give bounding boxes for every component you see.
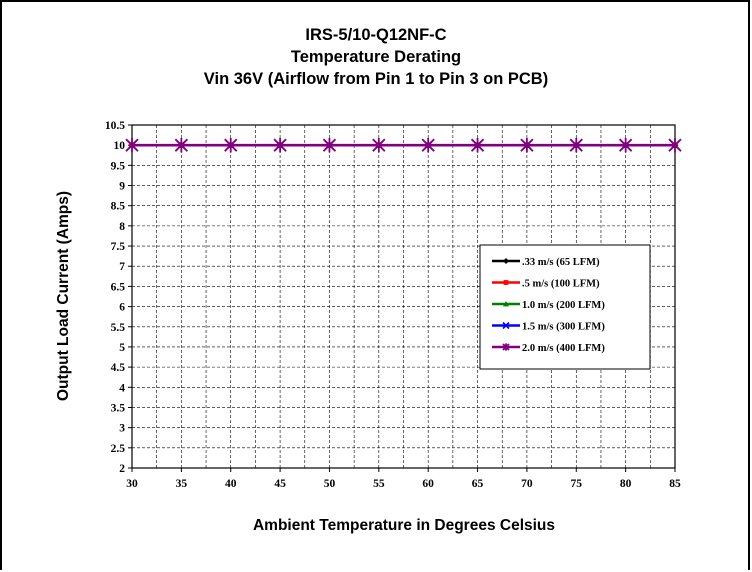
data-point-marker [470,137,485,153]
y-tick-label: 7 [119,261,125,273]
y-tick-label: 5 [119,342,125,354]
data-point-marker [618,137,633,153]
y-tick-label: 2 [119,463,125,475]
data-point-marker [322,137,337,153]
x-tick-label: 45 [274,478,286,490]
x-tick-label: 75 [571,478,583,490]
x-tick-label: 60 [422,478,434,490]
y-tick-label: 9 [119,181,125,193]
chart-title-line-3: Vin 36V (Airflow from Pin 1 to Pin 3 on … [203,70,549,88]
plot-area-border [131,124,676,469]
data-point-marker [125,137,139,153]
x-axis-title: Ambient Temperature in Degrees Celsius [253,517,555,534]
y-tick-label: 3.5 [111,402,126,414]
y-tick-label: 7.5 [111,241,126,253]
data-point-marker [502,321,510,330]
legend-item: .5 m/s (100 LFM) [492,279,600,290]
data-point-marker [224,137,238,153]
legend: .33 m/s (65 LFM) .5 m/s (100 LFM) 1.0 m/s … [479,244,651,370]
data-point-marker [372,137,386,153]
x-tick-label: 85 [669,478,681,490]
chart-title: IRS-5/10-Q12NF-C Temperature Derating Vi… [0,24,752,90]
legend-item: 2.0 m/s (400 LFM) [492,343,605,354]
data-point-marker [503,258,509,264]
legend-item: 1.5 m/s (300 LFM) [492,322,605,333]
legend-label: .5 m/s (100 LFM) [522,279,600,290]
chart-title-line-2: Temperature Derating [290,48,462,66]
x-tick-label: 80 [620,478,632,490]
data-point-marker [503,280,509,285]
data-point-marker [273,137,287,153]
y-tick-label: 8.5 [111,201,126,213]
y-tick-label: 6.5 [111,281,126,293]
y-axis-ticks: 2 2.5 3 3.5 4 4.5 5 5.5 6 6.5 7 7.5 8 8.5 9 9.5 10 10.5 [105,120,132,475]
chart-title-line-1: IRS-5/10-Q12NF-C [305,26,447,44]
data-point-marker [569,137,583,153]
y-tick-label: 10 [114,140,126,152]
legend-label: 2.0 m/s (400 LFM) [522,343,605,354]
x-tick-label: 30 [126,478,138,490]
legend-label: 1.5 m/s (300 LFM) [522,322,605,333]
x-tick-label: 55 [373,478,385,490]
x-tick-label: 50 [324,478,336,490]
y-tick-label: 10.5 [105,120,125,132]
y-tick-label: 2.5 [111,443,126,455]
y-tick-label: 4 [119,382,125,394]
legend-label: 1.0 m/s (200 LFM) [522,300,605,311]
y-tick-label: 9.5 [111,160,126,172]
y-tick-label: 8 [119,221,125,233]
y-axis-title: Output Load Current (Amps) [55,191,72,401]
series-5 [125,137,682,153]
y-tick-label: 5.5 [111,322,126,334]
x-tick-label: 65 [472,478,484,490]
x-tick-label: 40 [225,478,237,490]
x-tick-label: 35 [176,478,188,490]
y-tick-label: 3 [119,423,125,435]
x-axis-ticks: 30 35 40 45 50 55 60 65 70 75 80 85 [126,468,681,490]
legend-item: 1.0 m/s (200 LFM) [492,300,605,311]
y-tick-label: 6 [119,302,125,314]
data-point-marker [502,343,510,351]
legend-label: .33 m/s (65 LFM) [522,257,600,268]
data-point-marker [421,137,435,153]
legend-item: .33 m/s (65 LFM) [492,257,600,268]
y-tick-label: 4.5 [111,362,126,374]
data-point-marker [174,137,189,153]
series-layer [125,137,682,153]
data-point-marker [520,137,534,153]
x-tick-label: 70 [521,478,533,490]
data-point-marker [503,301,509,307]
data-point-marker [668,137,682,153]
